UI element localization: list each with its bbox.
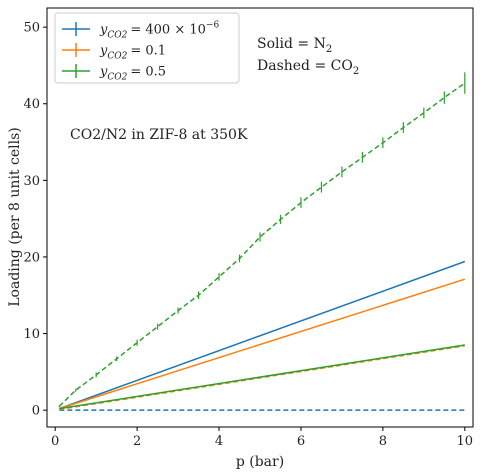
legend-label: yCO2 = 0.1 <box>99 44 166 62</box>
series-line-3 <box>59 345 465 411</box>
x-tick-label: 6 <box>297 434 305 449</box>
legend-subscript: CO2 <box>107 73 127 83</box>
dashed-annotation-subscript: 2 <box>353 66 359 77</box>
x-tick-label: 4 <box>215 434 223 449</box>
legend-value: = 0.5 <box>130 65 166 80</box>
series-line-5 <box>58 82 466 407</box>
y-tick-label: 30 <box>23 174 40 189</box>
system-annotation: CO2/N2 in ZIF-8 at 350K <box>70 127 248 143</box>
x-tick-label: 0 <box>51 434 59 449</box>
dashed-annotation-text: Dashed = CO <box>257 58 353 74</box>
y-axis-title: Loading (per 8 unit cells) <box>7 127 23 306</box>
y-tick-label: 40 <box>23 97 40 112</box>
series-line-0 <box>59 260 466 410</box>
legend-value: = 0.1 <box>130 44 166 59</box>
y-tick-label: 50 <box>23 21 40 36</box>
solid-annotation-text: Solid = N <box>257 36 326 52</box>
axis-ticks: 0 2 4 6 8 10 0 10 20 30 40 50 <box>23 21 473 449</box>
x-tick-label: 8 <box>379 434 387 449</box>
series-line-4 <box>59 344 465 410</box>
legend-subscript: CO2 <box>107 52 127 62</box>
legend-box <box>54 12 240 84</box>
x-axis-title: p (bar) <box>236 454 284 470</box>
axes-frame <box>46 7 474 428</box>
y-tick-label: 20 <box>23 250 40 265</box>
legend-subscript: CO2 <box>107 31 127 41</box>
dashed-annotation: Dashed = CO2 <box>257 58 359 77</box>
legend-var: y <box>99 44 108 59</box>
legend-label: yCO2 = 400 × 10−6 <box>99 21 219 41</box>
legend-var: y <box>99 65 108 80</box>
y-tick-label: 10 <box>23 327 40 342</box>
legend-superscript: −6 <box>206 21 220 31</box>
solid-annotation-subscript: 2 <box>326 44 332 55</box>
legend-label: yCO2 = 0.5 <box>99 65 166 83</box>
legend-value: = 400 × 10 <box>130 23 206 38</box>
y-tick-label: 0 <box>32 404 40 419</box>
x-tick-label: 10 <box>457 434 474 449</box>
solid-annotation: Solid = N2 <box>257 36 332 55</box>
legend-var: y <box>99 23 108 38</box>
plot-area <box>58 72 466 411</box>
x-tick-label: 2 <box>133 434 141 449</box>
series-line-2 <box>59 278 466 410</box>
